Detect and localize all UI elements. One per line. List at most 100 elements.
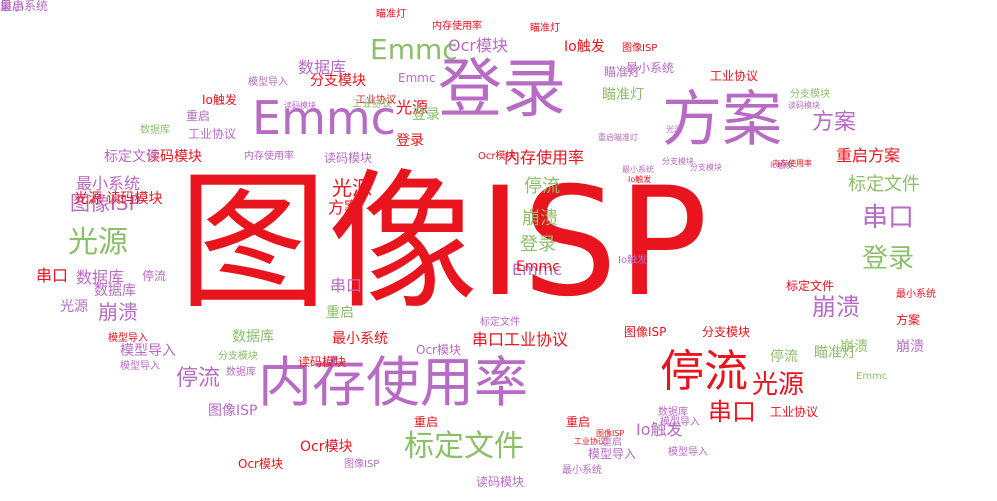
cloud-word: 数据库 bbox=[76, 268, 125, 287]
cloud-word: 工业协议 bbox=[770, 405, 819, 419]
cloud-word: 分支模块 bbox=[310, 73, 366, 89]
cloud-word: 重启 bbox=[602, 437, 622, 448]
cloud-word: 内存使用率 bbox=[504, 148, 585, 167]
cloud-word: 模型导入 bbox=[660, 417, 700, 428]
cloud-word: 登录 bbox=[862, 244, 915, 274]
cloud-word: 最小系统 bbox=[0, 0, 49, 13]
cloud-word: 模型导入 bbox=[668, 447, 708, 458]
cloud-word: 数据库 bbox=[226, 367, 256, 378]
cloud-word: 瞄准灯 bbox=[604, 65, 641, 79]
cloud-word: 停流 bbox=[524, 176, 560, 197]
cloud-word: 光源 bbox=[60, 299, 88, 315]
cloud-word: 瞄准灯 bbox=[814, 345, 856, 361]
cloud-word: Emmc bbox=[512, 260, 563, 279]
cloud-word: 读码模块 bbox=[476, 475, 525, 489]
cloud-word: 模型导入 bbox=[108, 333, 148, 344]
cloud-word: 停流 bbox=[176, 366, 221, 391]
cloud-word: Emmc bbox=[856, 371, 888, 382]
cloud-word: Io触发 bbox=[202, 93, 237, 107]
cloud-word: 读码模块 bbox=[298, 355, 347, 369]
cloud-word: 重启 bbox=[566, 415, 591, 429]
cloud-word: 停流 bbox=[660, 346, 748, 397]
cloud-word: 工业协议 bbox=[710, 69, 759, 83]
cloud-word: 串口 bbox=[708, 398, 756, 426]
cloud-word: 图像ISP bbox=[344, 459, 380, 470]
cloud-word: 登录 bbox=[438, 53, 566, 127]
cloud-word: 分支模块 bbox=[218, 351, 258, 362]
cloud-word: 崩溃 bbox=[98, 300, 138, 324]
cloud-word: 读码模块 bbox=[324, 151, 373, 165]
cloud-word: 崩溃 bbox=[812, 293, 860, 321]
cloud-word: 内存使用率 bbox=[772, 159, 812, 168]
cloud-word: 标定文件 bbox=[848, 174, 920, 195]
cloud-word: 登录 bbox=[520, 234, 556, 255]
cloud-word: Ocr模块 bbox=[300, 439, 353, 455]
cloud-word: 方案 bbox=[662, 85, 782, 155]
cloud-word: Io触发 bbox=[628, 175, 652, 184]
cloud-word: 工业协议 bbox=[356, 95, 396, 106]
cloud-word: 标定文件 bbox=[786, 279, 835, 293]
cloud-word: 数据库 bbox=[94, 283, 136, 299]
cloud-word: 图像ISP bbox=[178, 156, 708, 330]
cloud-word: 标定文件 bbox=[404, 429, 524, 464]
cloud-word: 崩溃 bbox=[522, 208, 558, 229]
cloud-word: Ocr模块 bbox=[478, 151, 516, 162]
cloud-word: 最小系统 bbox=[622, 165, 654, 174]
cloud-word: 图像ISP bbox=[208, 403, 258, 419]
cloud-word: 最小系统 bbox=[76, 174, 141, 193]
cloud-word: 读码模块 bbox=[146, 149, 202, 165]
cloud-word: 标定文件 bbox=[480, 317, 520, 328]
cloud-word: 数据库 bbox=[140, 125, 170, 136]
cloud-word: 串口工业协议 bbox=[472, 330, 569, 349]
cloud-word: 工业协议 bbox=[188, 127, 237, 141]
cloud-word: 分支模块 bbox=[662, 157, 694, 166]
cloud-word: Io触发 bbox=[564, 39, 605, 55]
cloud-word: 瞄准灯 bbox=[376, 9, 406, 20]
cloud-word: 登录 bbox=[412, 107, 440, 123]
cloud-word: 光源 bbox=[752, 370, 805, 400]
cloud-word: 光源 bbox=[396, 98, 429, 117]
cloud-word: Io触发 bbox=[618, 255, 648, 266]
cloud-word: 数据库 bbox=[658, 407, 688, 418]
cloud-word: 光源 bbox=[666, 125, 682, 134]
cloud-word: 光源 读码模块 bbox=[74, 191, 163, 207]
cloud-word: 图像ISP bbox=[624, 325, 667, 339]
cloud-word: 停流 bbox=[770, 349, 798, 365]
cloud-word: 读码模块 bbox=[788, 101, 820, 110]
cloud-word: 分支模块 bbox=[690, 163, 722, 172]
cloud-word: 停流 bbox=[142, 269, 167, 283]
cloud-word: 登录 bbox=[396, 133, 424, 149]
cloud-word: Emmc bbox=[398, 71, 436, 85]
cloud-word: 重启 bbox=[414, 415, 439, 429]
cloud-word: 内存使用率 bbox=[244, 151, 294, 162]
cloud-word: 模型导入 bbox=[588, 447, 637, 461]
cloud-word: 最小系统 bbox=[562, 465, 602, 476]
cloud-word: 串口 bbox=[862, 203, 915, 233]
cloud-word: 读码模块 bbox=[284, 101, 316, 110]
cloud-word: 串口 bbox=[330, 276, 363, 295]
cloud-word: 光源 bbox=[332, 176, 372, 200]
cloud-word: 瞄准灯 bbox=[602, 87, 644, 103]
cloud-word: 方案 bbox=[896, 313, 921, 327]
cloud-word: Ocr模块 bbox=[238, 457, 283, 471]
cloud-word: Ocr模块 bbox=[448, 36, 508, 55]
cloud-word: 瞄准灯 bbox=[530, 23, 560, 34]
cloud-word: 分支模块 bbox=[702, 325, 751, 339]
cloud-word: 分支模块 bbox=[790, 89, 830, 100]
cloud-word: 最小系统 bbox=[896, 289, 936, 300]
cloud-word: 重启瞄准灯 bbox=[598, 133, 638, 142]
cloud-word: Emmc bbox=[252, 91, 396, 145]
cloud-word: 图像ISP bbox=[70, 191, 141, 215]
cloud-word: Emmc bbox=[516, 259, 560, 275]
cloud-word: 数据库 bbox=[232, 329, 274, 345]
cloud-word: 方案 bbox=[328, 198, 361, 217]
cloud-word: 工业协议 bbox=[352, 99, 392, 110]
cloud-word: 模型导入 bbox=[120, 361, 160, 372]
cloud-word: 光源 bbox=[68, 225, 128, 260]
cloud-word: 内存使用率 bbox=[432, 21, 482, 32]
cloud-word: 重启方案 bbox=[836, 146, 901, 165]
cloud-word: 方案 bbox=[812, 110, 857, 135]
cloud-word: 数据库 bbox=[298, 58, 347, 77]
cloud-word: 模型导入 bbox=[248, 77, 288, 88]
cloud-word: 重启 bbox=[0, 0, 25, 13]
